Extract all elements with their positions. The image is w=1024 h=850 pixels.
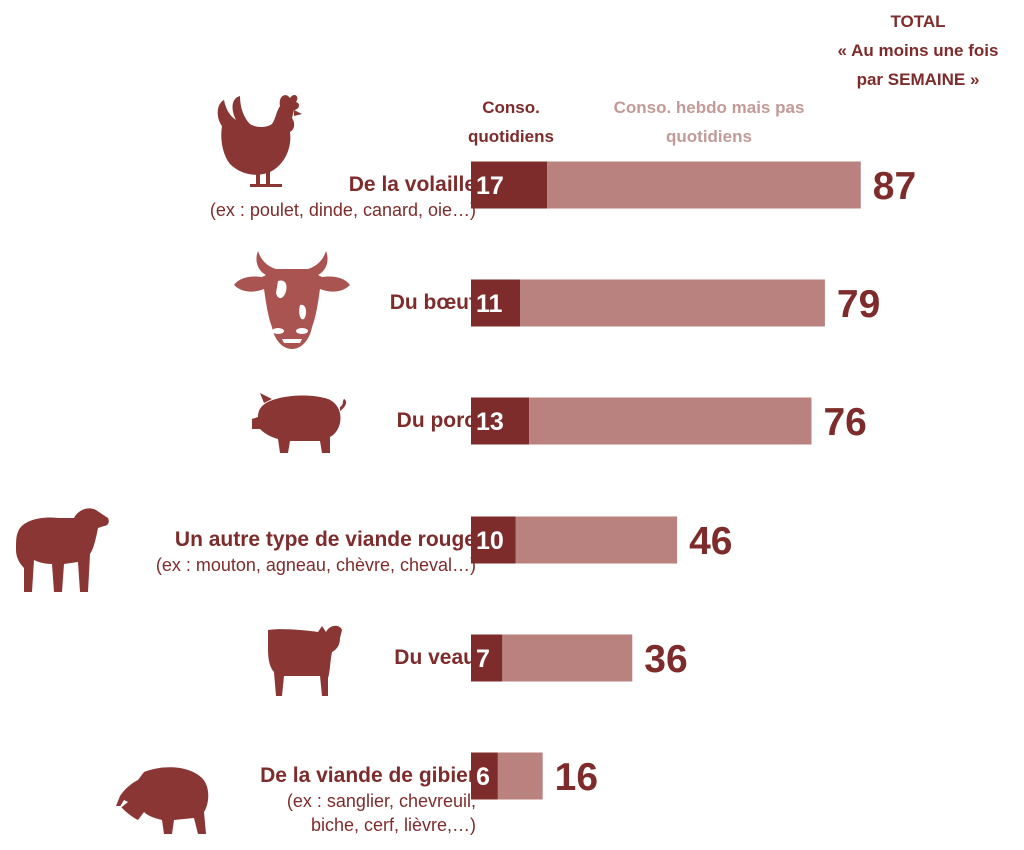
category-label: Du veau: [394, 646, 476, 669]
bar-daily: [471, 279, 521, 327]
category-label: De la viande de gibier: [260, 764, 476, 787]
bar-weekly: [502, 634, 633, 682]
bar-daily: [471, 397, 530, 445]
daily-header: Conso. quotidiens: [441, 93, 581, 151]
category-sub: (ex : poulet, dinde, canard, oie…): [209, 200, 476, 220]
daily-header-line1: Conso.: [482, 98, 540, 117]
data-label-total: 76: [823, 401, 866, 444]
category-label: De la volaille: [348, 173, 476, 196]
data-label-daily: 6: [476, 763, 490, 791]
calf-icon: [268, 625, 342, 696]
bar-weekly: [515, 516, 678, 564]
weekly-header-line2: quotidiens: [666, 127, 752, 146]
total-header-line3: par SEMAINE »: [856, 70, 980, 89]
bar-weekly: [520, 279, 825, 327]
bar-daily: [471, 752, 498, 800]
category-label: Un autre type de viande rouge: [174, 528, 476, 551]
row-label-porc: Du porc: [397, 408, 476, 434]
row-label-viande-rouge: Un autre type de viande rouge (ex : mout…: [156, 527, 476, 577]
category-label: Du porc: [396, 409, 476, 432]
row-label-veau: Du veau: [394, 645, 476, 671]
pig-icon: [252, 393, 347, 453]
data-label-daily: 13: [476, 408, 504, 436]
weekly-header-line1: Conso. hebdo mais pas: [613, 98, 805, 117]
boar-icon: [116, 767, 209, 834]
data-label-total: 16: [555, 756, 598, 799]
sheep-icon: [16, 508, 109, 592]
bar-daily: [471, 516, 516, 564]
bar-weekly: [497, 752, 543, 800]
weekly-header: Conso. hebdo mais pas quotidiens: [598, 93, 820, 151]
total-header-line1: TOTAL: [890, 12, 946, 31]
bar-daily: [471, 634, 503, 682]
data-label-daily: 17: [476, 172, 504, 200]
data-label-daily: 11: [476, 290, 503, 318]
bar-weekly: [529, 397, 812, 445]
data-label-total: 36: [644, 638, 687, 681]
row-label-boeuf: Du bœuf: [390, 290, 476, 316]
data-label-total: 79: [837, 283, 880, 326]
chicken-icon: [217, 95, 302, 187]
data-label-total: 87: [873, 165, 916, 208]
data-label-daily: 10: [476, 527, 504, 555]
data-label-total: 46: [689, 520, 732, 563]
cow-icon: [234, 251, 350, 349]
bar-weekly: [547, 161, 861, 209]
row-label-volaille: De la volaille (ex : poulet, dinde, cana…: [210, 172, 476, 222]
category-label: Du bœuf: [389, 291, 476, 314]
category-sub: (ex : sanglier, chevreuil,: [286, 791, 476, 811]
daily-header-line2: quotidiens: [468, 127, 554, 146]
data-label-daily: 7: [476, 645, 490, 673]
row-label-gibier: De la viande de gibier (ex : sanglier, c…: [260, 763, 476, 837]
total-header: TOTAL « Au moins une fois par SEMAINE »: [812, 7, 1024, 94]
category-sub: (ex : mouton, agneau, chèvre, cheval…): [155, 555, 476, 575]
bar-daily: [471, 161, 548, 209]
category-sub-2: biche, cerf, lièvre,…): [310, 815, 476, 835]
total-header-line2: « Au moins une fois: [837, 41, 999, 60]
